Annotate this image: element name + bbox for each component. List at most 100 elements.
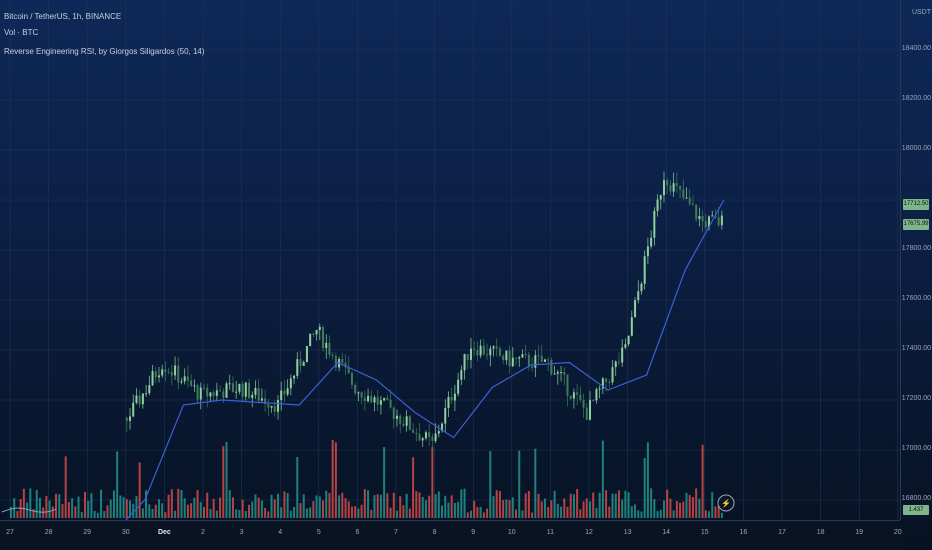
time-axis-label: 29 xyxy=(83,529,92,536)
volume-bar xyxy=(270,494,273,518)
candle-body xyxy=(502,355,505,361)
volume-bar xyxy=(547,507,550,518)
time-axis-label: 17 xyxy=(778,529,786,536)
volume-bar xyxy=(434,494,437,518)
candle-body xyxy=(659,195,662,200)
volume-bar xyxy=(74,506,77,518)
candle-body xyxy=(328,342,331,355)
volume-bar xyxy=(55,493,58,518)
candle-body xyxy=(479,345,482,356)
volume-bar xyxy=(518,450,521,518)
candle-body xyxy=(482,345,485,355)
volume-bar xyxy=(206,492,209,518)
volume-bar xyxy=(531,512,534,518)
volume-bar xyxy=(186,504,189,518)
candle-body xyxy=(183,376,186,382)
volume-bar xyxy=(238,509,241,518)
volume-bar xyxy=(521,510,524,518)
volume-bar xyxy=(720,512,723,518)
legend-volume[interactable]: Vol · BTC xyxy=(4,28,39,37)
candle-body xyxy=(679,185,682,190)
volume-bar xyxy=(405,493,408,518)
candle-body xyxy=(396,415,398,419)
volume-bar xyxy=(469,510,472,518)
candle-body xyxy=(437,431,440,434)
legend-indicator[interactable]: Reverse Engineering RSI, by Giorgos Sili… xyxy=(4,47,205,56)
price-scale[interactable]: USDT 18400.00 18200.00 18000.00 17800.00… xyxy=(900,0,932,520)
time-axis[interactable]: 27 28 29 30 Dec 2 3 4 5 6 7 8 9 10 11 12 13 14 15 16 17 18 19 2… xyxy=(0,520,902,550)
volume-bar xyxy=(193,497,196,518)
volume-bar xyxy=(444,495,447,518)
volume-bar xyxy=(598,492,601,518)
candle-body xyxy=(260,398,263,401)
candle-body xyxy=(682,189,685,198)
volume-bar xyxy=(267,511,270,518)
volume-bar xyxy=(38,497,41,518)
volume-bar xyxy=(627,492,630,518)
candle-body xyxy=(289,378,292,389)
candle-body xyxy=(669,185,672,192)
candle-body xyxy=(457,379,460,394)
volume-bar xyxy=(241,499,244,518)
volume-bar xyxy=(550,500,553,518)
price-label: 18200.00 xyxy=(901,95,931,102)
candle-body xyxy=(180,381,183,383)
candle-body xyxy=(161,369,164,376)
volume-bar xyxy=(717,505,720,518)
candle-body xyxy=(299,359,302,366)
volume-bar xyxy=(135,496,138,518)
volume-bar xyxy=(331,439,334,518)
volume-bar xyxy=(61,504,64,518)
volume-bar xyxy=(45,495,48,518)
volume-bar xyxy=(582,501,585,518)
candle-body xyxy=(617,361,620,363)
volume-bar xyxy=(138,462,141,518)
candle-body xyxy=(505,350,508,361)
time-axis-label: 14 xyxy=(662,529,671,536)
candle-body xyxy=(325,342,328,349)
candle-body xyxy=(164,369,167,372)
volume-bar xyxy=(90,493,93,518)
volume-bar xyxy=(701,444,704,518)
volume-bar xyxy=(666,489,669,518)
candle-body xyxy=(521,354,524,358)
price-chart-pane[interactable]: ⚡ xyxy=(0,0,900,520)
candle-body xyxy=(244,382,247,397)
volume-bar xyxy=(116,451,119,518)
volume-bar xyxy=(408,508,411,518)
volume-bar xyxy=(167,494,170,518)
volume-bar xyxy=(209,509,212,518)
candle-body xyxy=(373,397,376,403)
time-axis-label: 19 xyxy=(855,529,864,536)
volume-bar xyxy=(447,502,450,518)
time-axis-label: 4 xyxy=(278,529,283,536)
candle-body xyxy=(270,405,273,408)
volume-bar xyxy=(228,490,231,518)
candle-body xyxy=(367,395,370,402)
time-countdown-button[interactable]: ⚡ xyxy=(717,494,735,512)
candle-body xyxy=(273,405,276,412)
candle-body xyxy=(138,395,141,405)
volume-bar xyxy=(634,504,637,518)
candle-body xyxy=(540,355,543,362)
price-label: 17800.00 xyxy=(901,245,931,252)
volume-bar xyxy=(199,501,202,518)
volume-bar xyxy=(363,489,366,518)
volume-bar xyxy=(479,506,482,518)
candle-body xyxy=(685,197,688,199)
candle-body xyxy=(486,354,489,356)
legend-symbol[interactable]: Bitcoin / TetherUS, 1h, BINANCE xyxy=(4,12,122,21)
candle-body xyxy=(357,392,360,394)
volume-bar xyxy=(637,510,640,518)
volume-bar xyxy=(148,504,151,518)
volume-bar xyxy=(653,499,656,518)
volume-bar xyxy=(450,495,453,518)
volume-bar xyxy=(212,498,215,518)
volume-bar xyxy=(244,510,247,518)
candle-body xyxy=(151,371,154,386)
volume-bar xyxy=(556,503,559,518)
candle-body xyxy=(267,403,270,408)
volume-bar xyxy=(151,508,154,518)
candle-body xyxy=(399,415,402,424)
candle-body xyxy=(508,350,511,367)
